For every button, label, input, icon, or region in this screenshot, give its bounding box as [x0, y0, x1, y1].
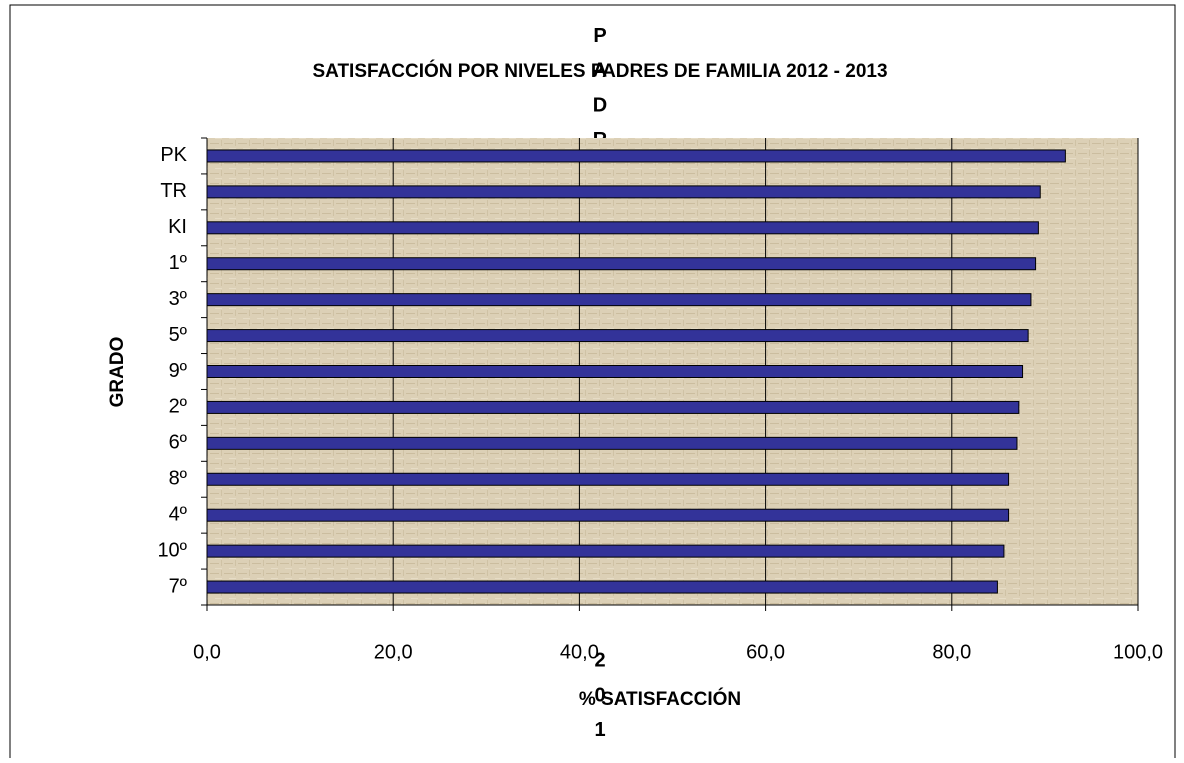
bar: [206, 221, 1039, 235]
bar: [206, 257, 1037, 271]
bar: [206, 400, 1020, 414]
y-tick-label: PK: [160, 144, 187, 166]
y-tick-label: 6º: [169, 432, 188, 454]
bar: [206, 436, 1018, 450]
x-tick-label: 20,0: [374, 641, 413, 663]
y-tick-label: 4º: [169, 503, 188, 525]
y-tick-label: 5º: [169, 324, 188, 346]
bar: [206, 329, 1029, 343]
bar: [206, 508, 1010, 522]
x-tick-label: 80,0: [932, 641, 971, 663]
y-tick-label: 1º: [169, 252, 188, 274]
x-tick-label: 60,0: [746, 641, 785, 663]
bar: [206, 580, 998, 594]
bar: [206, 472, 1010, 486]
y-tick-label: 7º: [169, 575, 188, 597]
y-tick-label: KI: [168, 216, 187, 238]
bar: [206, 544, 1005, 558]
bar: [206, 365, 1024, 378]
y-tick-label: 9º: [169, 360, 188, 382]
y-tick-label: 3º: [169, 288, 188, 310]
y-tick-label: TR: [160, 180, 187, 202]
x-tick-label: 100,0: [1113, 641, 1163, 663]
bar: [206, 293, 1032, 307]
y-tick-label: 8º: [169, 468, 188, 490]
y-tick-label: 10º: [157, 539, 187, 561]
chart-title: SATISFACCIÓN POR NIVELES PADRES DE FAMIL…: [312, 60, 887, 82]
frame: [9, 4, 1176, 758]
x-axis-label: % SATISFACCIÓN: [579, 688, 741, 710]
x-tick-label: 0,0: [193, 641, 221, 663]
y-tick-label: 2º: [169, 396, 188, 418]
bar: [206, 149, 1066, 163]
x-tick-label: 40,0: [560, 641, 599, 663]
y-axis-label: GRADO: [107, 337, 128, 408]
bar: [206, 185, 1041, 199]
